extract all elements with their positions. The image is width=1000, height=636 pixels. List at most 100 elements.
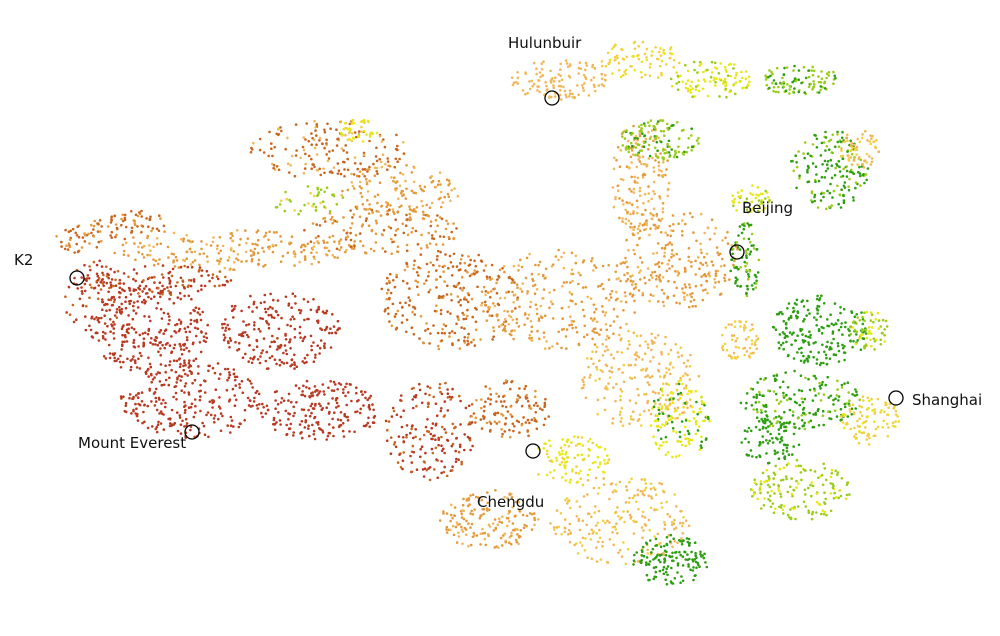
elevation-dot xyxy=(264,359,268,363)
elevation-dot xyxy=(699,242,702,246)
elevation-dot xyxy=(474,328,478,332)
elevation-dot xyxy=(791,453,794,456)
elevation-dot xyxy=(313,257,316,261)
elevation-dot xyxy=(635,165,639,169)
elevation-dot xyxy=(840,418,843,421)
elevation-dot xyxy=(255,306,259,309)
elevation-dot xyxy=(115,226,119,230)
elevation-dot xyxy=(654,152,657,156)
elevation-dot xyxy=(391,406,395,410)
elevation-dot xyxy=(238,243,241,247)
elevation-dot xyxy=(540,62,543,65)
elevation-dot xyxy=(864,332,868,335)
elevation-dot xyxy=(623,70,626,73)
elevation-dot xyxy=(788,92,791,95)
elevation-dot xyxy=(800,397,804,400)
elevation-dot xyxy=(625,145,629,148)
elevation-dot xyxy=(756,186,760,189)
elevation-dot xyxy=(624,300,628,304)
elevation-dot xyxy=(344,385,347,389)
elevation-dot xyxy=(662,173,665,177)
elevation-dot xyxy=(386,213,390,216)
elevation-dot xyxy=(836,379,839,383)
elevation-dot xyxy=(336,319,340,323)
elevation-dot xyxy=(345,151,349,154)
elevation-dot xyxy=(791,90,795,94)
elevation-dot xyxy=(500,323,504,327)
elevation-dot xyxy=(629,141,633,145)
elevation-dot xyxy=(830,341,833,345)
elevation-dot xyxy=(632,187,636,191)
elevation-dot xyxy=(830,151,833,154)
elevation-dot xyxy=(858,404,861,408)
elevation-dot xyxy=(120,217,123,221)
elevation-dot xyxy=(543,277,547,280)
elevation-dot xyxy=(187,349,191,353)
elevation-dot xyxy=(466,314,469,318)
elevation-dot xyxy=(459,287,462,290)
elevation-dot xyxy=(601,64,604,68)
elevation-dot xyxy=(115,311,118,314)
elevation-dot xyxy=(886,435,890,438)
elevation-dot xyxy=(293,317,296,321)
elevation-dot xyxy=(714,269,718,273)
elevation-dot xyxy=(633,137,637,140)
elevation-dot xyxy=(404,197,408,200)
elevation-dot xyxy=(224,329,227,332)
elevation-dot xyxy=(845,136,848,140)
elevation-dot xyxy=(644,227,648,231)
elevation-dot xyxy=(536,89,539,92)
elevation-dot xyxy=(675,382,678,386)
elevation-dot xyxy=(325,153,329,156)
elevation-dot xyxy=(199,350,203,354)
elevation-dot xyxy=(284,334,287,337)
elevation-dot xyxy=(691,292,694,295)
elevation-dot xyxy=(666,194,669,198)
elevation-dot xyxy=(526,292,529,295)
elevation-dot xyxy=(608,376,612,379)
elevation-dot xyxy=(764,426,768,430)
elevation-dot xyxy=(226,340,230,343)
elevation-dot xyxy=(866,139,869,142)
elevation-dot xyxy=(648,124,651,128)
elevation-dot xyxy=(594,266,598,269)
elevation-dot xyxy=(172,260,175,264)
elevation-dot xyxy=(834,397,837,401)
elevation-dot xyxy=(791,414,795,417)
elevation-dot xyxy=(342,149,345,152)
elevation-dot xyxy=(316,319,319,323)
elevation-dot xyxy=(358,411,362,415)
elevation-dot xyxy=(252,302,256,306)
elevation-dot xyxy=(124,401,128,405)
elevation-dot xyxy=(733,259,736,263)
elevation-dot xyxy=(772,511,776,514)
elevation-dot xyxy=(608,369,611,373)
elevation-dot xyxy=(268,247,271,251)
elevation-dot xyxy=(837,160,841,163)
elevation-dot xyxy=(430,234,434,237)
elevation-dot xyxy=(813,199,816,203)
elevation-dot xyxy=(313,165,316,169)
elevation-dot xyxy=(303,426,307,429)
elevation-dot xyxy=(640,213,644,216)
elevation-dot xyxy=(771,81,774,85)
elevation-dot xyxy=(606,334,609,338)
elevation-dot xyxy=(692,231,695,234)
elevation-dot xyxy=(271,307,274,310)
elevation-dot xyxy=(197,372,200,375)
elevation-dot xyxy=(119,354,122,358)
elevation-dot xyxy=(414,229,418,233)
elevation-dot xyxy=(823,491,826,495)
elevation-dot xyxy=(853,156,856,159)
elevation-dot xyxy=(251,404,254,408)
elevation-dot xyxy=(748,269,751,273)
elevation-dot xyxy=(659,396,662,400)
elevation-dot xyxy=(393,315,397,318)
elevation-dot xyxy=(707,273,710,276)
elevation-dot xyxy=(359,191,363,195)
elevation-dot xyxy=(689,353,692,357)
elevation-dot xyxy=(466,336,470,339)
elevation-dot xyxy=(712,78,716,82)
elevation-dot xyxy=(620,47,623,51)
elevation-dot xyxy=(734,281,737,285)
